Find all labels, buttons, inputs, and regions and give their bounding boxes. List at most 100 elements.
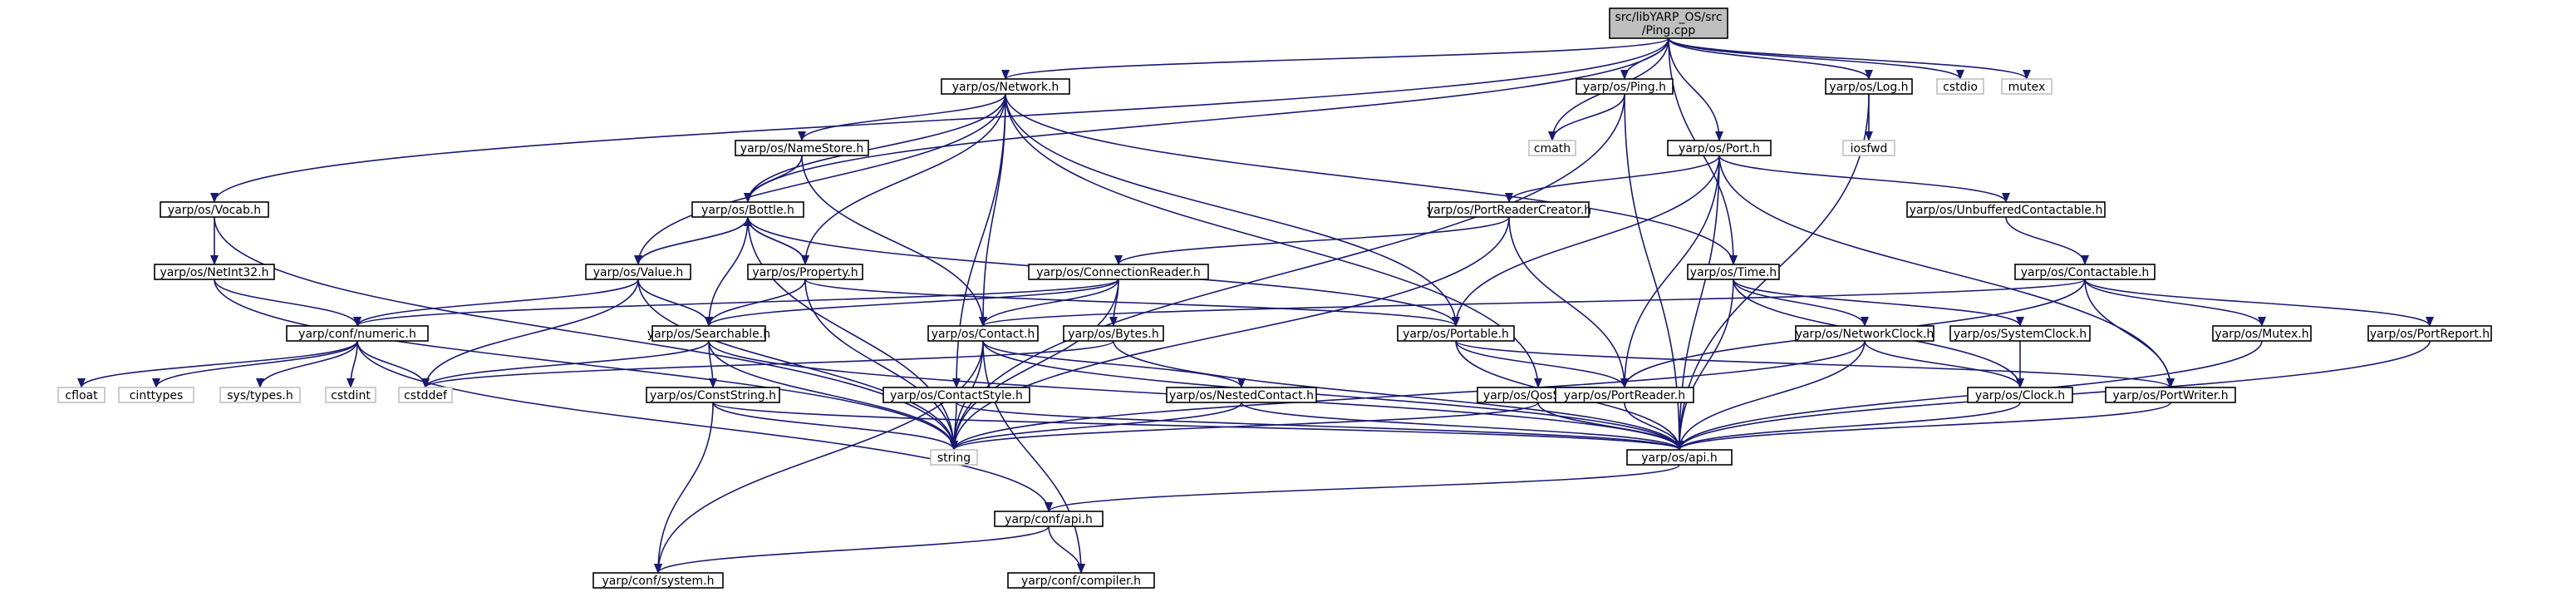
node-contact[interactable]: yarp/os/Contact.h <box>928 326 1038 341</box>
node-label: cstdio <box>1943 81 1978 94</box>
edge-root-to-network <box>1005 38 1669 79</box>
edge-network-to-namestore <box>802 94 1005 141</box>
node-contactable[interactable]: yarp/os/Contactable.h <box>2015 264 2155 279</box>
edge-port-to-unbuf <box>1719 155 2006 202</box>
node-label: yarp/os/Network.h <box>952 81 1059 94</box>
node-label: yarp/os/SystemClock.h <box>1954 328 2087 341</box>
edge-contactstyle-to-api_os <box>956 402 1679 450</box>
node-label: yarp/os/PortWriter.h <box>2112 389 2228 402</box>
edge-root-to-mutex <box>1669 38 2027 79</box>
edge-value-to-cstddef <box>425 279 638 387</box>
edge-bottle-to-searchable <box>709 217 748 326</box>
node-label: yarp/os/Searchable.h <box>647 328 770 341</box>
node-netclock[interactable]: yarp/os/NetworkClock.h <box>1796 326 1934 341</box>
edge-layer <box>81 38 2430 573</box>
edge-qosstyle-to-api_os <box>1538 402 1679 450</box>
node-label: cfloat <box>65 389 98 402</box>
node-sysclock[interactable]: yarp/os/SystemClock.h <box>1950 326 2090 341</box>
node-nestedcontact[interactable]: yarp/os/NestedContact.h <box>1167 387 1316 402</box>
node-conf_api[interactable]: yarp/conf/api.h <box>995 511 1103 526</box>
node-label: string <box>937 452 971 465</box>
edge-connreader-to-numeric <box>357 279 1118 326</box>
node-prc[interactable]: yarp/os/PortReaderCreator.h <box>1427 202 1591 217</box>
node-connreader[interactable]: yarp/os/ConnectionReader.h <box>1029 264 1208 279</box>
node-cstdio: cstdio <box>1937 79 1984 94</box>
node-label: iosfwd <box>1851 142 1888 155</box>
edge-numeric-to-systypes <box>260 341 357 387</box>
edge-portwriter-to-api_os <box>1679 402 2170 450</box>
edge-port-to-prc <box>1509 155 1719 202</box>
node-property[interactable]: yarp/os/Property.h <box>748 264 863 279</box>
node-vocab[interactable]: yarp/os/Vocab.h <box>160 202 268 217</box>
node-cmath: cmath <box>1529 141 1576 155</box>
node-label: yarp/os/Log.h <box>1829 81 1908 94</box>
edge-root-to-vocab <box>214 38 1669 202</box>
edge-portable-to-portwriter <box>1456 341 2170 387</box>
node-label: yarp/conf/numeric.h <box>298 328 416 341</box>
node-label: yarp/conf/api.h <box>1005 513 1093 526</box>
node-ping_h[interactable]: yarp/os/Ping.h <box>1576 79 1673 94</box>
node-label: cinttypes <box>130 389 184 402</box>
node-conf_compiler[interactable]: yarp/conf/compiler.h <box>1008 573 1154 588</box>
edge-numeric-to-cinttypes <box>156 341 357 387</box>
node-namestore[interactable]: yarp/os/NameStore.h <box>735 141 868 155</box>
edge-api_os-to-conf_api <box>1049 465 1679 511</box>
node-portreport[interactable]: yarp/os/PortReport.h <box>2368 326 2491 341</box>
node-clock[interactable]: yarp/os/Clock.h <box>1968 387 2072 402</box>
edge-value-to-searchable <box>638 279 709 326</box>
node-cfloat: cfloat <box>58 387 105 402</box>
node-label: yarp/os/PortReport.h <box>2370 328 2490 341</box>
node-port[interactable]: yarp/os/Port.h <box>1668 141 1771 155</box>
node-unbuf[interactable]: yarp/os/UnbufferedContactable.h <box>1907 202 2105 217</box>
node-root[interactable]: src/libYARP_OS/src/Ping.cpp <box>1610 8 1728 38</box>
edge-netint-to-string <box>214 279 954 450</box>
node-api_os[interactable]: yarp/os/api.h <box>1627 450 1732 465</box>
node-netint[interactable]: yarp/os/NetInt32.h <box>155 264 274 279</box>
edge-numeric-to-cfloat <box>81 341 357 387</box>
edge-contactable-to-mutex_h <box>2085 279 2262 326</box>
edge-root-to-port <box>1669 38 1719 141</box>
node-mutex_h[interactable]: yarp/os/Mutex.h <box>2213 326 2311 341</box>
node-cinttypes: cinttypes <box>119 387 194 402</box>
node-searchable[interactable]: yarp/os/Searchable.h <box>647 326 770 341</box>
node-string: string <box>931 450 977 465</box>
node-portable[interactable]: yarp/os/Portable.h <box>1398 326 1514 341</box>
edge-clock-to-api_os <box>1679 402 2020 450</box>
node-log[interactable]: yarp/os/Log.h <box>1826 79 1912 94</box>
node-numeric[interactable]: yarp/conf/numeric.h <box>287 326 428 341</box>
edge-contact-to-conf_compiler <box>983 341 1081 573</box>
node-conststring[interactable]: yarp/os/ConstString.h <box>646 387 779 402</box>
edge-connreader-to-contact <box>983 279 1118 326</box>
node-label: yarp/os/PortReader.h <box>1564 389 1685 402</box>
node-layer: src/libYARP_OS/src/Ping.cpp yarp/os/Netwo… <box>58 8 2491 588</box>
node-conf_system[interactable]: yarp/conf/system.h <box>593 573 723 588</box>
node-label: yarp/os/PortReaderCreator.h <box>1427 204 1591 217</box>
node-bottle[interactable]: yarp/os/Bottle.h <box>692 202 804 217</box>
node-label: yarp/os/Value.h <box>593 266 684 279</box>
node-label: yarp/os/Contact.h <box>932 328 1035 341</box>
node-label: yarp/conf/compiler.h <box>1021 575 1141 588</box>
edge-port-to-portable <box>1456 155 1719 326</box>
edge-time-to-netclock <box>1733 279 1865 326</box>
edge-conststring-to-conf_system <box>658 402 713 573</box>
node-mutex: mutex <box>2002 79 2052 94</box>
node-label: yarp/os/Mutex.h <box>2215 328 2308 341</box>
node-label: yarp/conf/system.h <box>602 575 715 588</box>
node-value[interactable]: yarp/os/Value.h <box>586 264 691 279</box>
edge-time-to-sysclock <box>1733 279 2020 326</box>
node-label: yarp/os/api.h <box>1641 452 1717 465</box>
edge-prc-to-connreader <box>1118 217 1509 264</box>
node-bytes[interactable]: yarp/os/Bytes.h <box>1064 326 1163 341</box>
node-network[interactable]: yarp/os/Network.h <box>941 79 1069 94</box>
node-label: yarp/os/NetworkClock.h <box>1796 328 1934 341</box>
node-time[interactable]: yarp/os/Time.h <box>1688 264 1779 279</box>
node-label: yarp/os/ConnectionReader.h <box>1036 266 1201 279</box>
node-label: yarp/os/Property.h <box>752 266 858 279</box>
edge-network-to-property <box>805 94 1005 264</box>
node-contactstyle[interactable]: yarp/os/ContactStyle.h <box>883 387 1030 402</box>
node-portwriter[interactable]: yarp/os/PortWriter.h <box>2106 387 2235 402</box>
node-iosfwd: iosfwd <box>1843 141 1895 155</box>
node-portreader[interactable]: yarp/os/PortReader.h <box>1556 387 1694 402</box>
node-label: cstddef <box>404 389 448 402</box>
